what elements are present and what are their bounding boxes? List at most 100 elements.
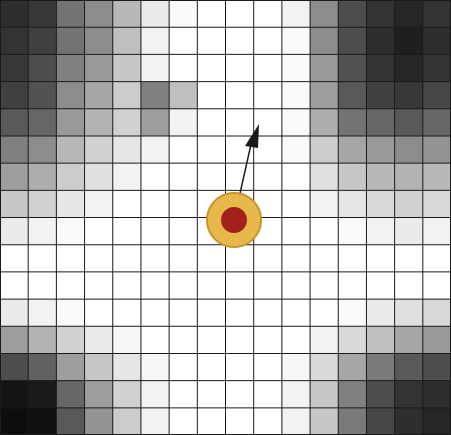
- grid-cell: [112, 353, 142, 382]
- grid-cell: [253, 299, 283, 327]
- grid-cell: [394, 353, 424, 382]
- grid-cell: [422, 190, 451, 218]
- grid-cell: [169, 0, 198, 28]
- grid-cell: [140, 407, 170, 435]
- grid-cell: [0, 108, 29, 137]
- grid-cell: [281, 81, 311, 110]
- grid-cell: [169, 271, 198, 300]
- grid-cell: [28, 299, 57, 327]
- grid-cell: [366, 0, 396, 28]
- grid-cell: [281, 190, 311, 218]
- grid-cell: [281, 0, 311, 28]
- grid-cell: [197, 271, 226, 300]
- grid-cell: [366, 108, 396, 137]
- grid-cell: [366, 353, 396, 382]
- grid-cell: [197, 380, 226, 409]
- grid-cell: [0, 135, 29, 164]
- grid-cell: [310, 326, 339, 354]
- grid-cell: [253, 244, 283, 273]
- grid-cell: [84, 108, 114, 137]
- grid-cell: [28, 217, 57, 246]
- grid-cell: [28, 108, 57, 137]
- grid-cell: [394, 217, 424, 246]
- grid-cell: [197, 353, 226, 382]
- grid-cell: [169, 27, 198, 55]
- grid-cell: [281, 163, 311, 191]
- grid-cell: [253, 163, 283, 191]
- grid-cell: [169, 190, 198, 218]
- grid-cell: [253, 135, 283, 164]
- grid-cell: [0, 407, 29, 435]
- grid-cell: [56, 108, 86, 137]
- grid-cell: [140, 0, 170, 28]
- grid-cell: [84, 299, 114, 327]
- grid-cell: [140, 380, 170, 409]
- grid-cell: [310, 135, 339, 164]
- grid-cell: [112, 27, 142, 55]
- grid-cell: [394, 407, 424, 435]
- grid-cell: [253, 407, 283, 435]
- grid-cell: [112, 326, 142, 354]
- grid-cell: [0, 244, 29, 273]
- grid-cell: [310, 190, 339, 218]
- grid-cell: [394, 163, 424, 191]
- grid-cell: [56, 217, 86, 246]
- grid-cell: [422, 380, 451, 409]
- grid-cell: [112, 54, 142, 83]
- grid-cell: [225, 299, 255, 327]
- grid-cell: [169, 108, 198, 137]
- grid-cell: [197, 27, 226, 55]
- grid-cell: [169, 81, 198, 110]
- grid-cell: [253, 54, 283, 83]
- grid-cell: [84, 271, 114, 300]
- grid-cell: [310, 380, 339, 409]
- grid-cell: [197, 54, 226, 83]
- grid-cell: [112, 135, 142, 164]
- grid-cell: [310, 244, 339, 273]
- grid-cell: [56, 326, 86, 354]
- grid-cell: [225, 380, 255, 409]
- grid-cell: [422, 271, 451, 300]
- grid-cell: [281, 108, 311, 137]
- grid-cell: [310, 271, 339, 300]
- grid-cell: [56, 353, 86, 382]
- grid-cell: [338, 271, 367, 300]
- grid-cell: [56, 0, 86, 28]
- grid-cell: [366, 81, 396, 110]
- grid-cell: [0, 163, 29, 191]
- grid-cell: [84, 0, 114, 28]
- grid-cell: [422, 217, 451, 246]
- grid-cell: [0, 81, 29, 110]
- grid-cell: [366, 407, 396, 435]
- grid-cell: [394, 54, 424, 83]
- grid-cell: [310, 299, 339, 327]
- grid-cell: [394, 244, 424, 273]
- grid-cell: [338, 81, 367, 110]
- grid-cell: [366, 217, 396, 246]
- grid-cell: [310, 0, 339, 28]
- grid-cell: [366, 163, 396, 191]
- grid-cell: [225, 54, 255, 83]
- grid-cell: [56, 27, 86, 55]
- grid-cell: [310, 54, 339, 83]
- grid-cell: [84, 353, 114, 382]
- grid-cell: [28, 271, 57, 300]
- grid-cell: [366, 271, 396, 300]
- grid-cell: [394, 108, 424, 137]
- grid-cell: [28, 190, 57, 218]
- grid-cell: [422, 54, 451, 83]
- grid-cell: [197, 407, 226, 435]
- grid-cell: [225, 407, 255, 435]
- grid-cell: [366, 326, 396, 354]
- grid-cell: [140, 353, 170, 382]
- grid-cell: [197, 326, 226, 354]
- grid-cell: [112, 380, 142, 409]
- grid-cell: [338, 326, 367, 354]
- grid-cell: [112, 244, 142, 273]
- grid-cell: [338, 244, 367, 273]
- grid-cell: [56, 299, 86, 327]
- grid-cell: [197, 81, 226, 110]
- grid-cell: [56, 244, 86, 273]
